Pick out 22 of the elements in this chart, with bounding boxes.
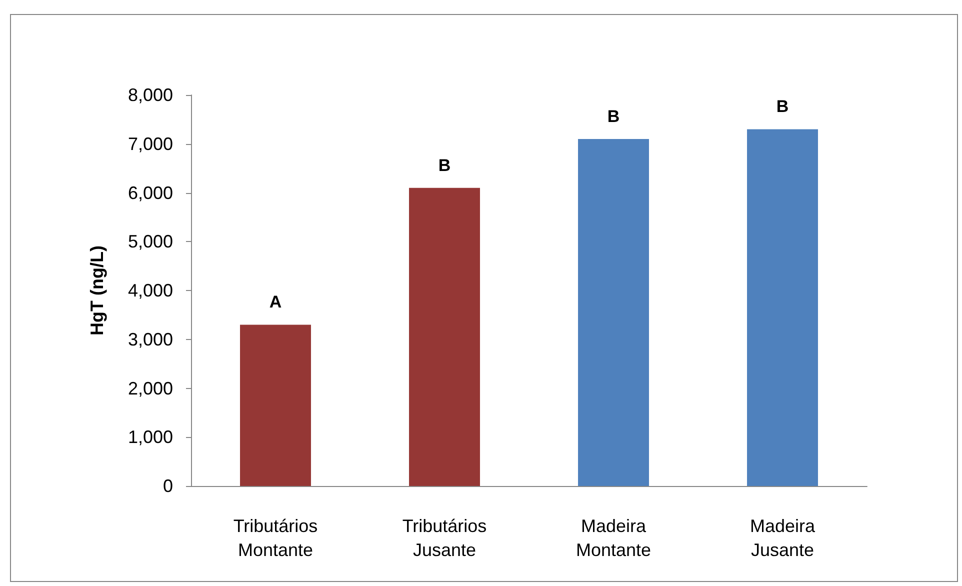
bar bbox=[578, 138, 649, 486]
bar bbox=[240, 324, 311, 486]
y-tick-label: 5,000 bbox=[128, 232, 173, 252]
annotation: B bbox=[776, 97, 789, 116]
y-tick-label: 7,000 bbox=[128, 134, 173, 154]
y-tick-label: 1,000 bbox=[128, 427, 173, 448]
bar bbox=[747, 129, 818, 486]
y-tick-label: 2,000 bbox=[128, 378, 173, 398]
y-axis-title: HgT (ng/L) bbox=[87, 246, 107, 336]
y-tick-label: 8,000 bbox=[128, 85, 173, 105]
x-tick-label: Madeira Jusante bbox=[750, 516, 816, 560]
annotation: B bbox=[607, 106, 620, 126]
y-tick-label: 0 bbox=[162, 476, 173, 496]
bar bbox=[409, 188, 480, 486]
x-tick-label: Madeira Montante bbox=[576, 516, 652, 560]
y-tick-label: 3,000 bbox=[128, 329, 173, 350]
annotation: B bbox=[438, 156, 451, 175]
x-tick-label: Tributários Jusante bbox=[402, 516, 487, 560]
y-tick-label: 4,000 bbox=[128, 280, 173, 300]
x-tick-label: Tributários Montante bbox=[233, 516, 318, 560]
annotation: A bbox=[269, 292, 282, 312]
y-tick-label: 6,000 bbox=[128, 182, 173, 203]
